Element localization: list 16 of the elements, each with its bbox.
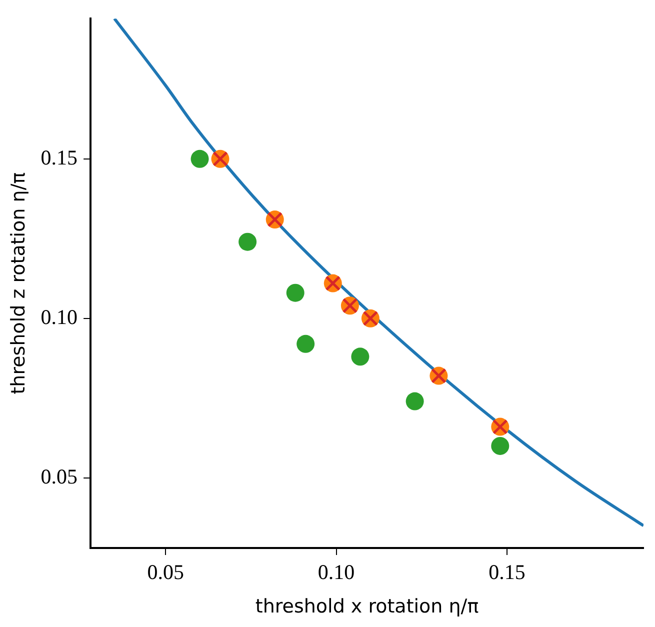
y-tick-label: 0.15 [40,145,78,170]
y-tick-label: 0.05 [40,464,78,488]
point [491,436,510,455]
point [406,392,424,410]
point [296,334,315,353]
x-tick-label: 0.15 [488,560,526,584]
point [190,150,209,168]
x-tick-label: 0.10 [318,560,355,584]
y-axis-title: threshold z rotation η/π [7,172,30,394]
x-tick-label: 0.05 [147,560,184,584]
y-tick-label: 0.10 [40,304,78,329]
line-series [112,18,644,528]
x-axis-title: threshold x rotation η/π [255,596,479,618]
point [238,232,257,251]
point [351,348,370,366]
point [286,284,304,302]
